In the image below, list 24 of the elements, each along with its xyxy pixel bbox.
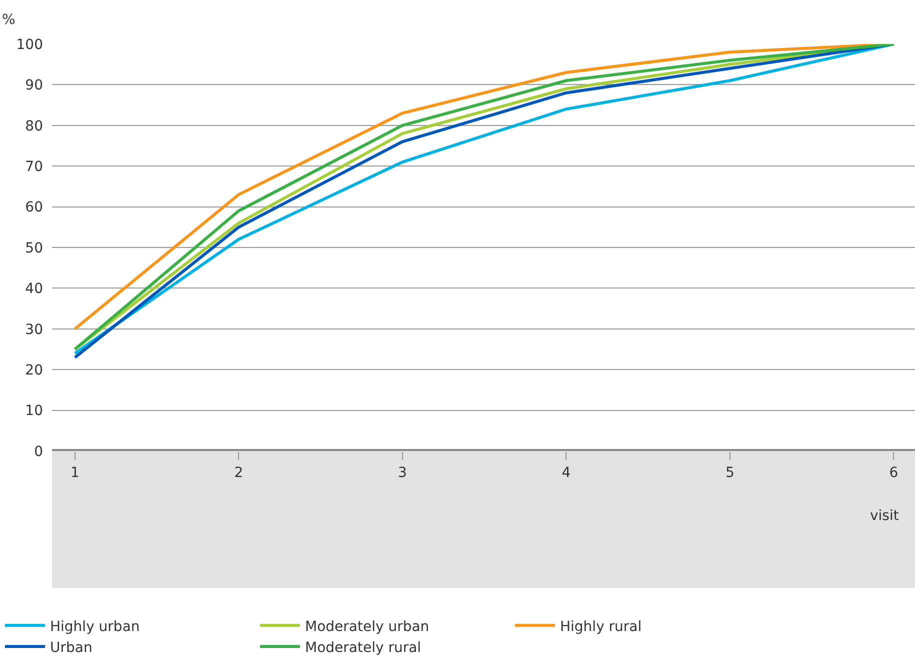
y-tick-label: 10 — [25, 403, 43, 420]
y-tick-label: 0 — [34, 444, 43, 460]
legend-label: Highly rural — [560, 618, 642, 635]
y-tick-label: 60 — [25, 200, 43, 216]
legend-label: Urban — [50, 640, 92, 656]
y-tick-label: 100 — [16, 36, 43, 53]
y-tick-label: 20 — [25, 362, 43, 378]
y-tick-label: 50 — [25, 240, 43, 256]
x-tick-label: 4 — [562, 464, 571, 481]
y-axis-title: % — [2, 12, 16, 28]
x-tick-label: 6 — [889, 464, 898, 481]
x-tick-label: 5 — [725, 464, 734, 481]
legend-label: Highly urban — [50, 618, 140, 635]
x-axis-title: visit — [870, 508, 900, 524]
y-tick-label: 30 — [25, 322, 43, 338]
y-tick-label: 40 — [25, 281, 43, 298]
legend-label: Moderately rural — [305, 640, 422, 656]
x-tick-label: 2 — [234, 464, 244, 481]
y-tick-label: 70 — [25, 159, 43, 175]
y-tick-label: 90 — [25, 78, 43, 94]
x-tick-label: 1 — [70, 464, 80, 481]
x-tick-label: 3 — [398, 464, 407, 481]
y-tick-label: 80 — [25, 118, 43, 134]
legend-label: Moderately urban — [305, 618, 430, 635]
